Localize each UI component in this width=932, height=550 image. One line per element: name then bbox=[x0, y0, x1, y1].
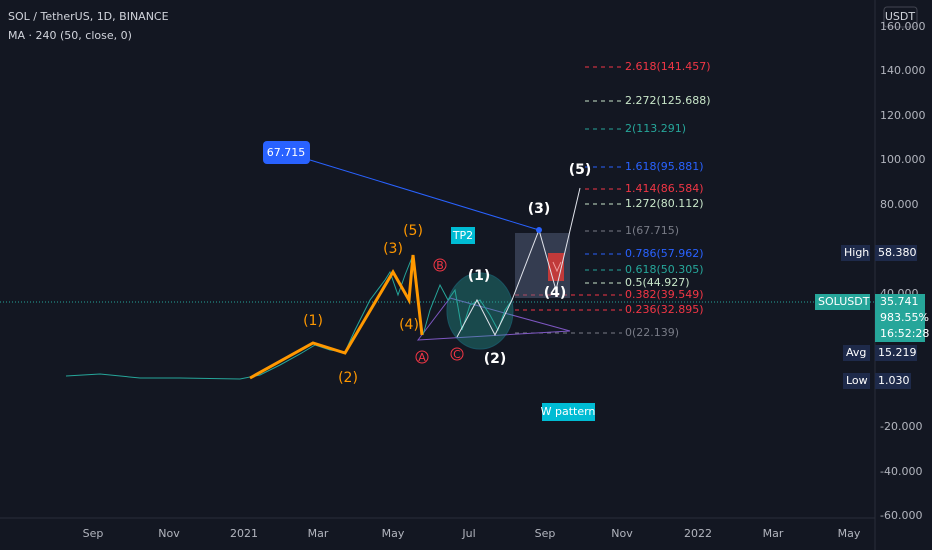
wave-white: (5) bbox=[569, 162, 592, 178]
avg-label: Avg bbox=[846, 346, 866, 359]
last-price: 35.741 bbox=[880, 295, 919, 308]
wave-line-orange bbox=[249, 254, 424, 380]
dynamic: 160.000140.000120.000100.00080.00040.000… bbox=[83, 20, 930, 540]
time-tick: May bbox=[382, 527, 405, 540]
time-tick: Jul bbox=[461, 527, 475, 540]
fib-label: 1.618(95.881) bbox=[625, 160, 704, 173]
currency-label[interactable]: USDT bbox=[885, 10, 916, 23]
time-tick: Mar bbox=[763, 527, 784, 540]
time-tick: Sep bbox=[83, 527, 104, 540]
symbol-badge: SOLUSDT bbox=[818, 295, 870, 308]
fib-label: 1.272(80.112) bbox=[625, 197, 704, 210]
fib-label: 0.618(50.305) bbox=[625, 263, 704, 276]
price-tick: 80.000 bbox=[880, 198, 919, 211]
wave-white: (4) bbox=[544, 285, 567, 301]
triangle bbox=[416, 297, 571, 341]
fib-label: 2.272(125.688) bbox=[625, 94, 711, 107]
time-tick: Nov bbox=[158, 527, 180, 540]
abc-label: A bbox=[418, 351, 426, 364]
wave-orange: (1) bbox=[303, 313, 323, 329]
pattern-label: W pattern bbox=[541, 405, 596, 418]
abc-circle bbox=[450, 347, 464, 361]
price-tick: 140.000 bbox=[880, 64, 926, 77]
abc-circle bbox=[415, 350, 429, 364]
fib-label: 1(67.715) bbox=[625, 224, 679, 237]
avg-label-bg bbox=[843, 345, 870, 361]
w-ellipse bbox=[446, 272, 514, 350]
abc-circle bbox=[433, 258, 447, 272]
wave-orange: (2) bbox=[338, 370, 358, 386]
time-tick: 2021 bbox=[230, 527, 258, 540]
low-value-bg bbox=[875, 373, 911, 389]
wave-white: (2) bbox=[484, 351, 507, 367]
price-tick: -40.000 bbox=[880, 465, 922, 478]
time-tick: 2022 bbox=[684, 527, 712, 540]
avg-value-bg bbox=[875, 345, 917, 361]
countdown: 16:52:28 bbox=[880, 327, 929, 340]
fib-label: 0(22.139) bbox=[625, 326, 679, 339]
price-tick: 100.000 bbox=[880, 153, 926, 166]
tp2-label: TP2 bbox=[452, 229, 473, 242]
time-tick: Nov bbox=[611, 527, 633, 540]
high-value-bg bbox=[875, 245, 917, 261]
fib-label: 0.5(44.927) bbox=[625, 276, 690, 289]
fib-group: 2.618(141.457) 2.272(125.688) 2(113.291) 1.… bbox=[515, 60, 711, 339]
abc-label: C bbox=[453, 348, 461, 361]
v-mark bbox=[552, 261, 562, 273]
abc-label: B bbox=[436, 259, 444, 272]
price-tick: 160.000 bbox=[880, 20, 926, 33]
wave-orange: (3) bbox=[383, 241, 403, 257]
low-label-bg bbox=[843, 373, 870, 389]
high-label-bg bbox=[841, 245, 870, 261]
symbol-title: SOL / TetherUS, 1D, BINANCE bbox=[8, 10, 169, 23]
avg-value: 15.219 bbox=[878, 346, 917, 359]
currency-button[interactable] bbox=[883, 6, 918, 28]
wave-orange: (5) bbox=[403, 223, 423, 239]
high-value: 58.380 bbox=[878, 246, 917, 259]
fib-label: 2(113.291) bbox=[625, 122, 686, 135]
fib-label: 0.236(32.895) bbox=[625, 303, 704, 316]
target-badge bbox=[263, 141, 310, 164]
time-tick: Mar bbox=[308, 527, 329, 540]
low-value: 1.030 bbox=[878, 374, 910, 387]
price-tick: -20.000 bbox=[880, 420, 922, 433]
fib-label: 2.618(141.457) bbox=[625, 60, 711, 73]
fib-label: 0.786(57.962) bbox=[625, 247, 704, 260]
time-tick: May bbox=[838, 527, 861, 540]
fib-label: 0.382(39.549) bbox=[625, 288, 704, 301]
high-label: High bbox=[844, 246, 869, 259]
wave-orange: (4) bbox=[399, 317, 419, 333]
low-label: Low bbox=[846, 374, 868, 387]
price-line bbox=[65, 254, 513, 380]
symbol-badge-bg bbox=[815, 294, 870, 310]
price-tick: 120.000 bbox=[880, 109, 926, 122]
pattern-badge bbox=[542, 403, 595, 421]
target-line bbox=[309, 159, 540, 231]
wave-white: (3) bbox=[528, 201, 551, 217]
target-label: 67.715 bbox=[267, 146, 306, 159]
indicator-label: MA · 240 (50, close, 0) bbox=[8, 29, 132, 42]
last-bg bbox=[875, 294, 925, 342]
wave-white: (1) bbox=[468, 268, 491, 284]
change: 983.55% bbox=[880, 311, 929, 324]
target-point bbox=[536, 227, 542, 233]
wave-line-white bbox=[456, 187, 581, 338]
tp2-badge bbox=[451, 227, 475, 244]
fib-label: 1.414(86.584) bbox=[625, 182, 704, 195]
time-tick: Sep bbox=[535, 527, 556, 540]
price-tick: -60.000 bbox=[880, 509, 922, 522]
